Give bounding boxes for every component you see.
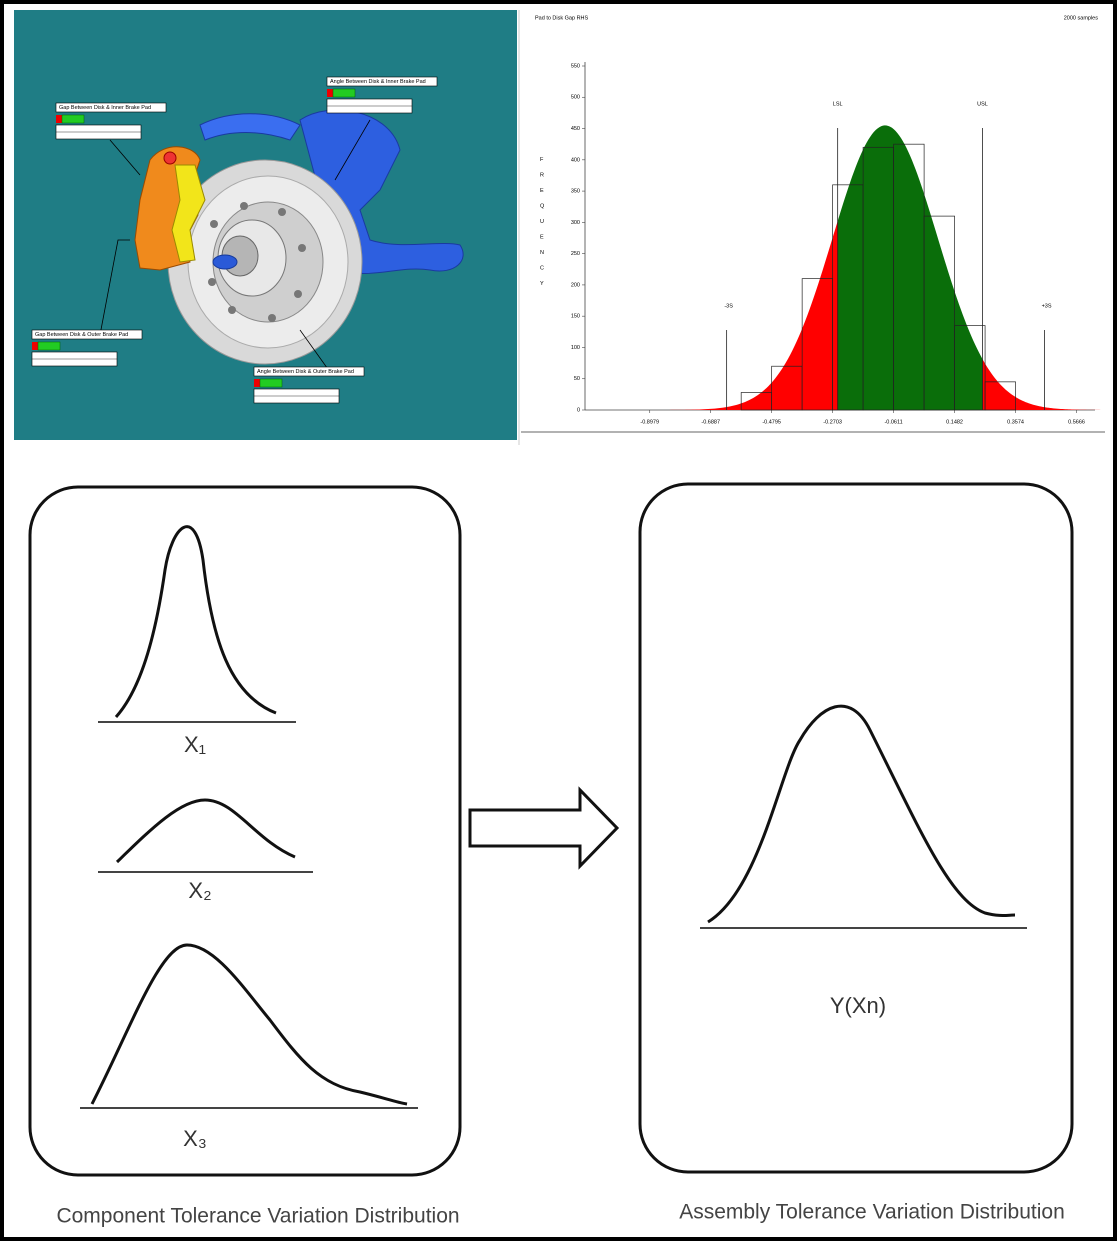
figure: Gap Between Disk & Inner Brake Pad Angle …	[0, 0, 1117, 1241]
brake-render-part-part	[294, 290, 302, 298]
assembly-box-part	[640, 484, 1072, 1172]
x-tick-label: -0.4795	[762, 419, 781, 425]
y-tick-label: 50	[574, 376, 580, 382]
arrow	[470, 790, 617, 866]
x-tick-label: -0.8979	[640, 419, 659, 425]
component-box-part	[30, 487, 460, 1175]
spec-label: +3S	[1042, 303, 1052, 309]
y-tick-label: 200	[571, 282, 580, 288]
label-title: Gap Between Disk & Inner Brake Pad	[59, 105, 151, 111]
y-tick-label: 450	[571, 126, 580, 132]
x-tick-label: 0.3574	[1007, 419, 1024, 425]
y-axis-label-part: Q	[540, 204, 545, 210]
status-red	[32, 342, 38, 350]
label-title: Gap Between Disk & Outer Brake Pad	[35, 332, 128, 338]
y-axis-label-part: C	[540, 266, 544, 272]
spec-label: LSL	[833, 101, 843, 107]
status-red	[254, 379, 260, 387]
y-axis-label-part: N	[540, 250, 544, 256]
caption: Assembly Tolerance Variation Distributio…	[679, 1201, 1065, 1224]
assembly-box-part	[708, 706, 1015, 922]
assembly-label: Y(Xn)	[830, 993, 886, 1018]
y-axis-label-part: R	[540, 173, 544, 179]
x-tick-label: -0.0611	[884, 419, 902, 425]
brake-render-part-part	[278, 208, 286, 216]
component-box-part	[116, 527, 276, 717]
component-box-part	[117, 800, 295, 862]
status-green	[260, 379, 282, 387]
brake-render-part-part	[268, 314, 276, 322]
y-tick-label: 150	[571, 314, 580, 320]
brake-render-part-part	[240, 202, 248, 210]
y-tick-label: 100	[571, 345, 580, 351]
component-label: X₁	[184, 732, 206, 757]
spec-label: USL	[977, 101, 988, 107]
component-label: X₂	[188, 878, 211, 903]
y-tick-label: 250	[571, 251, 580, 257]
status-green	[333, 89, 355, 97]
y-tick-label: 500	[571, 95, 580, 101]
brake-render-part-part	[208, 278, 216, 286]
y-tick-label: 300	[571, 220, 580, 226]
y-tick-label: 0	[577, 407, 580, 413]
status-green	[38, 342, 60, 350]
brake-render-part-part	[298, 244, 306, 252]
y-axis-label-part: E	[540, 188, 544, 194]
x-tick-label: -0.2703	[823, 419, 842, 425]
component-box-part	[92, 945, 407, 1104]
y-tick-label: 350	[571, 189, 580, 195]
histogram-subtitle: 2000 samples	[1064, 15, 1098, 21]
y-tick-label: 550	[571, 63, 580, 69]
brake-render-part	[164, 152, 176, 164]
label-title: Angle Between Disk & Outer Brake Pad	[257, 369, 354, 375]
status-green	[62, 115, 84, 123]
brake-render-part	[213, 255, 237, 269]
y-axis-label-part: U	[540, 219, 544, 225]
component-box	[30, 487, 460, 1175]
brake-render-part-part	[210, 220, 218, 228]
status-red	[56, 115, 62, 123]
x-tick-label: 0.5666	[1068, 419, 1085, 425]
caption: Component Tolerance Variation Distributi…	[56, 1205, 459, 1228]
status-red	[327, 89, 333, 97]
spec-label: -3S	[724, 303, 733, 309]
x-tick-label: 0.1482	[946, 419, 963, 425]
assembly-box	[640, 484, 1072, 1172]
y-axis-label-part: E	[540, 235, 544, 241]
brake-render-part-part	[228, 306, 236, 314]
histogram-title: Pad to Disk Gap RHS	[535, 15, 589, 21]
y-axis-label-part: Y	[540, 281, 544, 287]
y-tick-label: 400	[571, 157, 580, 163]
component-label: X₃	[183, 1126, 207, 1151]
x-tick-label: -0.6887	[701, 419, 720, 425]
label-title: Angle Between Disk & Inner Brake Pad	[330, 79, 426, 85]
page: Gap Between Disk & Inner Brake Pad Angle …	[0, 0, 1117, 1241]
